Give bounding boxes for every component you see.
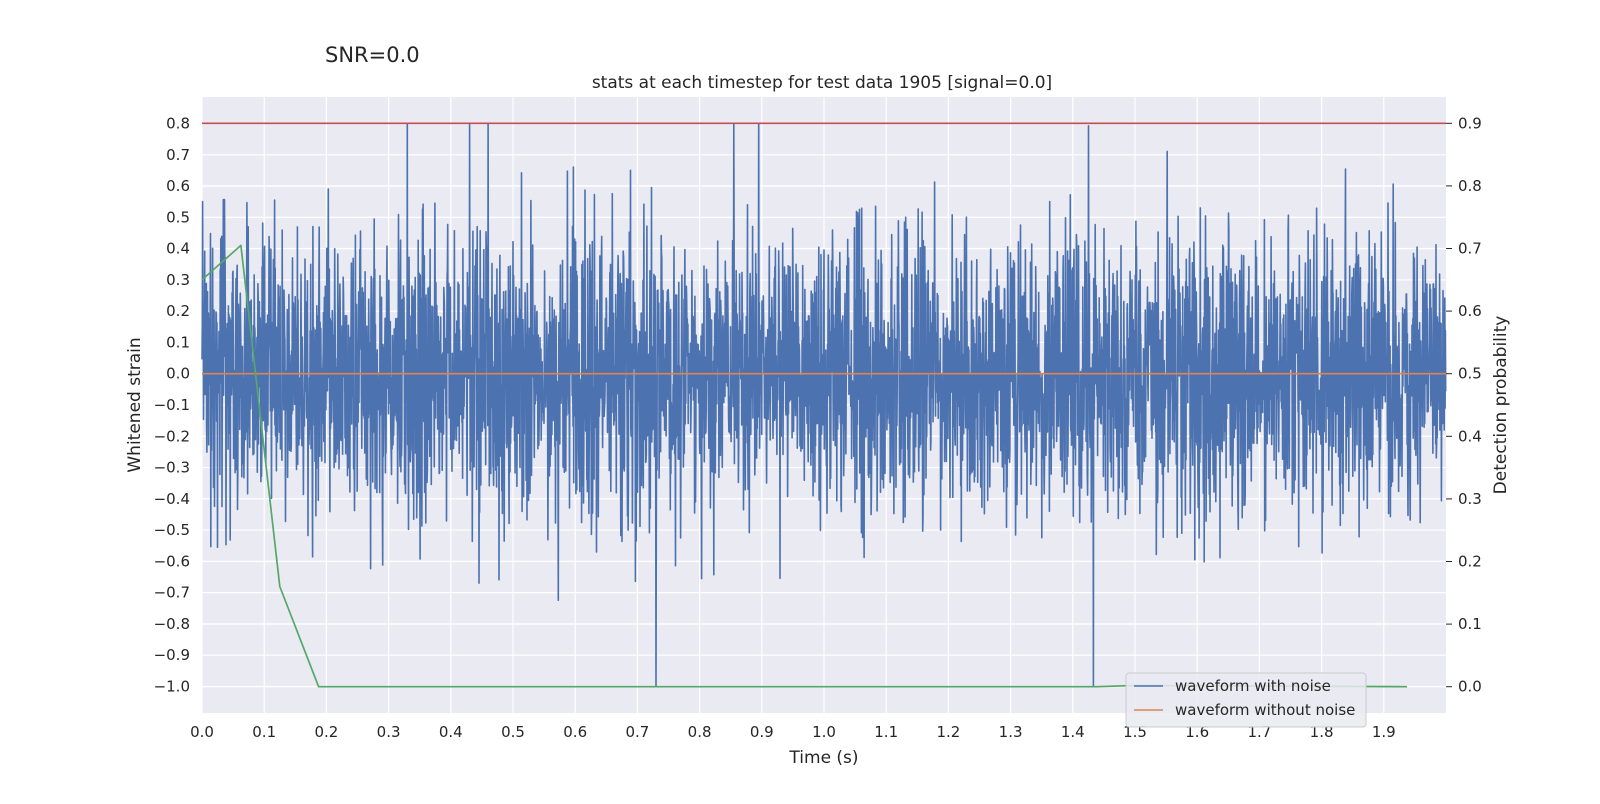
figure-suptitle: SNR=0.0 — [325, 43, 420, 67]
y-tick-label: 0.1 — [166, 333, 190, 351]
y-tick-label: 0.5 — [166, 208, 190, 226]
x-tick-label: 0.4 — [439, 723, 463, 741]
series-line-0 — [201, 122, 1447, 688]
y2-tick-label: 0.1 — [1458, 615, 1482, 633]
y-tick-label: 0.0 — [166, 365, 190, 383]
y-tick-label: −0.3 — [154, 459, 190, 477]
y2-axis-label: Detection probability — [1491, 316, 1511, 495]
y-tick-label: 0.8 — [166, 115, 190, 133]
y2-tick-label: 0.0 — [1458, 678, 1482, 696]
y2-tick-label: 0.2 — [1458, 553, 1482, 571]
y-tick-label: −0.8 — [154, 615, 190, 633]
y2-tick-label: 0.6 — [1458, 302, 1482, 320]
y-tick-label: −0.2 — [154, 427, 190, 445]
x-tick-label: 0.1 — [252, 723, 276, 741]
y-tick-label: −0.1 — [154, 396, 190, 414]
x-tick-label: 0.6 — [563, 723, 587, 741]
x-tick-label: 0.9 — [750, 723, 774, 741]
series-line-2 — [201, 244, 1408, 688]
x-tick-label: 1.9 — [1372, 723, 1396, 741]
series-layer — [201, 122, 1447, 688]
y-tick-label: −0.4 — [154, 490, 190, 508]
x-tick-label: 1.1 — [874, 723, 898, 741]
ticks-layer: 0.0 0.1 0.2 0.3 0.4 0.5 0.6 0.7 0.8 0.9 1.0 1.1 1.2 1… — [154, 114, 1482, 741]
x-tick-label: 1.0 — [812, 723, 836, 741]
x-tick-label: 0.2 — [314, 723, 338, 741]
y-tick-label: 0.4 — [166, 240, 190, 258]
y-tick-label: −0.5 — [154, 521, 190, 539]
y-tick-label: −0.9 — [154, 646, 190, 664]
y2-tick-label: 0.3 — [1458, 490, 1482, 508]
y-tick-label: 0.6 — [166, 177, 190, 195]
x-tick-label: 1.3 — [999, 723, 1023, 741]
y2-tick-label: 0.8 — [1458, 177, 1482, 195]
chart-title: stats at each timestep for test data 190… — [592, 73, 1052, 93]
x-tick-label: 0.7 — [625, 723, 649, 741]
x-axis-label: Time (s) — [788, 748, 858, 768]
y2-tick-label: 0.4 — [1458, 427, 1482, 445]
y2-tick-label: 0.7 — [1458, 239, 1482, 257]
y-axis-label: Whitened strain — [125, 337, 145, 472]
y-tick-label: −1.0 — [154, 677, 190, 695]
y-tick-label: −0.6 — [154, 552, 190, 570]
x-tick-label: 1.2 — [936, 723, 960, 741]
y-tick-label: −0.7 — [154, 584, 190, 602]
y-tick-label: 0.3 — [166, 271, 190, 289]
x-tick-label: 0.0 — [190, 723, 214, 741]
y-tick-label: 0.7 — [166, 146, 190, 164]
x-tick-label: 1.4 — [1061, 723, 1085, 741]
y-tick-label: 0.2 — [166, 302, 190, 320]
x-tick-label: 0.8 — [688, 723, 712, 741]
legend-label-noise: waveform with noise — [1175, 677, 1331, 695]
x-tick-label: 0.3 — [377, 723, 401, 741]
legend-box — [1125, 672, 1367, 728]
x-tick-label: 0.5 — [501, 723, 525, 741]
y2-tick-label: 0.9 — [1458, 114, 1482, 132]
legend: waveform with noise waveform without noi… — [1125, 672, 1367, 728]
legend-label-clean: waveform without noise — [1175, 701, 1355, 719]
y2-tick-label: 0.5 — [1458, 365, 1482, 383]
